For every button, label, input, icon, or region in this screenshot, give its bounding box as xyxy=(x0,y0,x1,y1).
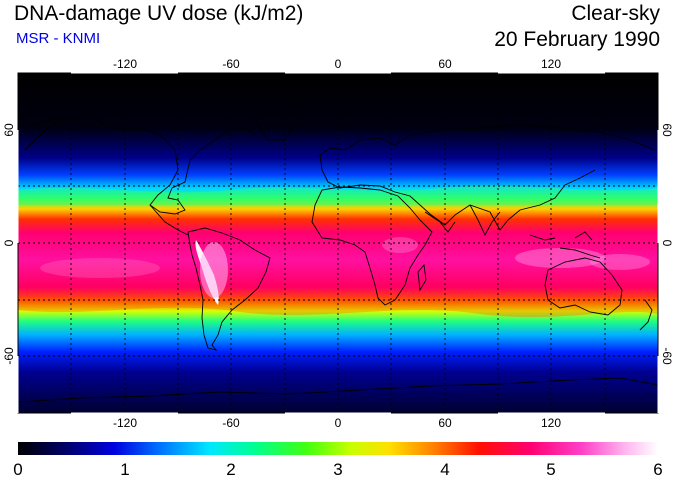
lat-label-right: -60 xyxy=(660,347,674,365)
colorbar-tick-label: 5 xyxy=(546,460,555,479)
colorbar-labels: 0 1 2 3 4 5 6 xyxy=(13,460,662,479)
lat-labels: 60 0 -60 60 0 -60 xyxy=(2,123,674,365)
colorbar xyxy=(18,442,658,455)
lon-label-top: 0 xyxy=(335,57,342,71)
map-date: 20 February 1990 xyxy=(494,28,660,51)
lon-label-bottom: 120 xyxy=(541,416,561,430)
sky-condition-label: Clear-sky xyxy=(571,2,660,25)
uv-field-detail xyxy=(18,185,658,318)
lat-label-right: 60 xyxy=(660,123,674,137)
colorbar-tick-label: 0 xyxy=(13,460,22,479)
colorbar-tick-label: 3 xyxy=(333,460,342,479)
data-source-label: MSR - KNMI xyxy=(16,30,101,47)
graticule xyxy=(18,73,658,413)
map-title: DNA-damage UV dose (kJ/m2) xyxy=(14,2,304,25)
lon-label-bottom: -60 xyxy=(222,416,240,430)
map-frame xyxy=(15,70,661,416)
lon-label-top: -120 xyxy=(113,57,137,71)
lon-label-top: -60 xyxy=(222,57,240,71)
lat-label-left: 60 xyxy=(2,123,16,137)
lon-label-bottom: -120 xyxy=(113,416,137,430)
lon-labels: -120 -60 0 60 120 -120 -60 0 60 120 xyxy=(113,57,561,430)
lon-label-top: 60 xyxy=(438,57,452,71)
coastlines xyxy=(18,91,658,403)
lat-label-left: -60 xyxy=(2,347,16,365)
colorbar-tick-label: 4 xyxy=(440,460,449,479)
lat-label-left: 0 xyxy=(2,239,16,246)
colorbar-tick-label: 6 xyxy=(653,460,662,479)
lon-label-top: 120 xyxy=(541,57,561,71)
lon-label-bottom: 60 xyxy=(438,416,452,430)
lat-label-right: 0 xyxy=(660,240,674,247)
colorbar-tick-label: 2 xyxy=(226,460,235,479)
colorbar-tick-label: 1 xyxy=(120,460,129,479)
lon-label-bottom: 0 xyxy=(335,416,342,430)
